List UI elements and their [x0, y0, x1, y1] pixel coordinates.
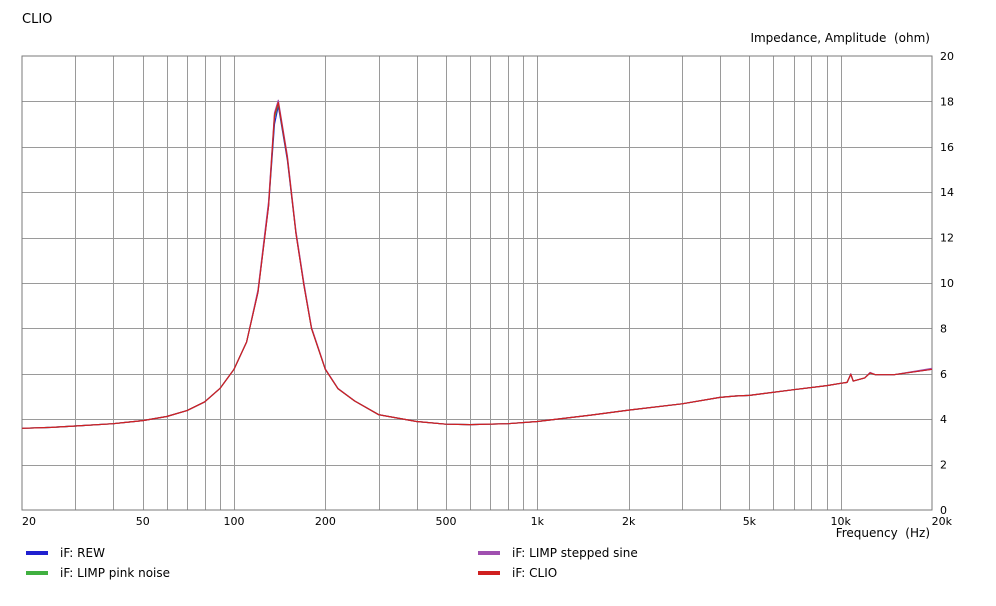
legend-swatch-rew	[26, 551, 48, 555]
x-tick-label: 1k	[531, 515, 545, 528]
y-tick-label: 14	[940, 186, 954, 199]
legend-item-rew: iF: REW	[26, 546, 105, 560]
legend-label-limp-stepped-sine: iF: LIMP stepped sine	[512, 546, 638, 560]
legend-label-clio: iF: CLIO	[512, 566, 558, 580]
y-tick-label: 20	[940, 50, 954, 63]
y-axis-label: Impedance, Amplitude (ohm)	[750, 31, 930, 45]
y-tick-label: 10	[940, 277, 954, 290]
x-tick-label: 20k	[932, 515, 953, 528]
series-lines	[21, 99, 933, 429]
x-tick-label: 500	[436, 515, 457, 528]
x-tick-label: 10k	[831, 515, 852, 528]
y-tick-label: 12	[940, 232, 954, 245]
series-line-3	[21, 101, 933, 429]
series-line-1	[21, 103, 933, 429]
legend-swatch-limp-stepped-sine	[478, 551, 500, 555]
x-axis-label: Frequency (Hz)	[835, 526, 930, 540]
legend-label-rew: iF: REW	[60, 546, 105, 560]
series-line-2	[21, 99, 933, 429]
x-tick-label: 2k	[622, 515, 636, 528]
y-tick-label: 16	[940, 141, 954, 154]
y-tick-label: 8	[940, 322, 947, 335]
y-tick-label: 6	[940, 368, 947, 381]
y-tick-labels: 0 2 4 6 8 10 12 14 16 18 20	[940, 50, 954, 517]
chart-title: CLIO	[22, 12, 53, 27]
x-tick-label: 50	[136, 515, 150, 528]
x-tick-label: 200	[315, 515, 336, 528]
x-tick-label: 20	[22, 515, 36, 528]
y-tick-label: 2	[940, 459, 947, 472]
legend-item-clio: iF: CLIO	[478, 566, 557, 580]
plot-frame	[21, 55, 933, 511]
y-tick-label: 18	[940, 95, 954, 108]
grid	[22, 56, 932, 510]
y-tick-label: 4	[940, 413, 947, 426]
x-tick-labels: 20 50 100 200 500 1k 2k 5k 10k 20k	[22, 515, 953, 528]
legend-swatch-clio	[478, 571, 500, 575]
legend-item-limp-stepped-sine: iF: LIMP stepped sine	[478, 546, 638, 560]
x-tick-label: 5k	[743, 515, 757, 528]
x-tick-label: 100	[224, 515, 245, 528]
legend-item-limp-pink-noise: iF: LIMP pink noise	[26, 566, 170, 580]
legend-label-limp-pink-noise: iF: LIMP pink noise	[60, 566, 171, 580]
y-tick-label: 0	[940, 504, 947, 517]
legend-swatch-limp-pink-noise	[26, 571, 48, 575]
series-line-0	[21, 105, 933, 429]
